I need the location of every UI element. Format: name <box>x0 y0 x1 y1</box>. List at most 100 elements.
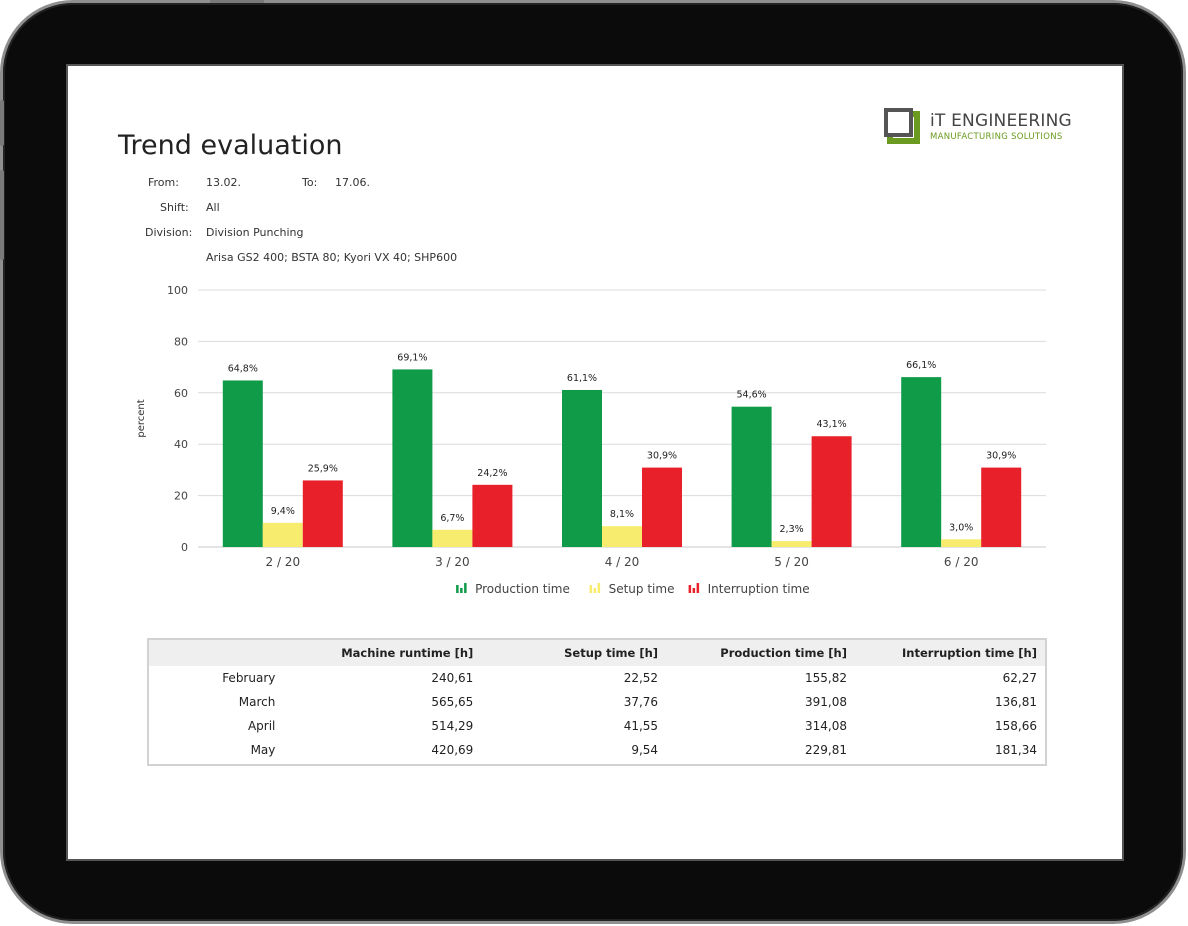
bar <box>901 377 942 547</box>
from-label: From: <box>148 176 179 189</box>
legend-swatch <box>593 588 597 593</box>
logo-mark-icon <box>884 108 920 144</box>
data-label: 69,1% <box>397 352 427 363</box>
bar <box>602 526 642 547</box>
table-body: February 240,61 22,52 155,82 62,27 March 565,6… <box>149 666 1045 762</box>
to-value: 17.06. <box>335 176 370 189</box>
company-logo: iT ENGINEERING MANUFACTURING SOLUTIONS <box>884 108 1084 148</box>
division-label: Division: <box>145 226 193 239</box>
table-cell: 314,08 <box>804 719 847 733</box>
y-tick-label: 40 <box>174 438 188 451</box>
table-cell: 181,34 <box>995 743 1037 757</box>
data-label: 54,6% <box>737 390 767 401</box>
table-cell: 155,82 <box>804 671 847 685</box>
tablet-side-button <box>0 100 4 146</box>
table-cell: 136,81 <box>995 695 1037 709</box>
table-cell: 420,69 <box>431 743 474 757</box>
legend-swatch <box>456 585 459 593</box>
row-month: May <box>250 743 276 757</box>
data-label: 3,0% <box>949 522 973 533</box>
legend-swatch <box>589 585 593 593</box>
bar <box>642 467 682 547</box>
legend-swatch <box>464 583 467 593</box>
bar <box>941 539 982 547</box>
table-cell: 391,08 <box>804 695 847 709</box>
to-label: To: <box>302 176 318 189</box>
logo-main-text: iT ENGINEERING <box>930 111 1072 131</box>
column-header: Machine runtime [h] <box>341 646 474 660</box>
table-row: May 420,69 9,54 229,81 181,34 <box>149 738 1045 762</box>
division-value: Division Punching <box>206 226 304 239</box>
bar <box>811 436 852 547</box>
x-tick-label: 3 / 20 <box>435 555 470 569</box>
data-label: 64,8% <box>228 363 258 374</box>
from-value: 13.02. <box>206 176 241 189</box>
bar <box>981 467 1022 547</box>
column-header: Setup time [h] <box>564 646 659 660</box>
report-screen: iT ENGINEERING MANUFACTURING SOLUTIONS T… <box>66 64 1124 861</box>
bar <box>222 380 263 547</box>
shift-label: Shift: <box>160 201 189 214</box>
legend-swatch <box>688 585 692 593</box>
table-row: April 514,29 41,55 314,08 158,66 <box>149 714 1045 738</box>
tablet-top-button <box>210 0 264 3</box>
table-cell: 229,81 <box>804 743 847 757</box>
x-tick-label: 6 / 20 <box>944 555 979 569</box>
tablet-volume-button <box>0 170 4 260</box>
data-label: 6,7% <box>440 513 464 524</box>
data-label: 9,4% <box>271 506 295 517</box>
data-label: 8,1% <box>610 509 634 520</box>
data-label: 30,9% <box>647 451 677 462</box>
runtime-table: Machine runtime [h] Setup time [h] Product… <box>147 638 1047 766</box>
table-row: March 565,65 37,76 391,08 136,81 <box>149 690 1045 714</box>
legend-swatch <box>460 588 463 593</box>
row-month: April <box>247 719 276 733</box>
table-cell: 565,65 <box>431 695 474 709</box>
data-label: 66,1% <box>906 360 936 371</box>
table-cell: 9,54 <box>631 743 659 757</box>
data-label: 2,3% <box>780 524 804 535</box>
column-header: Interruption time [h] <box>902 646 1037 660</box>
bar <box>562 389 602 547</box>
shift-value: All <box>206 201 220 214</box>
bar <box>472 484 513 547</box>
logo-sub-text: MANUFACTURING SOLUTIONS <box>930 132 1063 142</box>
bar <box>392 369 433 547</box>
legend-entry: Interruption time <box>708 582 810 596</box>
data-label: 30,9% <box>986 451 1016 462</box>
y-tick-label: 20 <box>174 490 188 503</box>
bar <box>731 406 772 547</box>
column-header: Production time [h] <box>720 646 847 660</box>
x-tick-label: 2 / 20 <box>266 555 301 569</box>
y-tick-label: 80 <box>174 335 188 348</box>
page-title: Trend evaluation <box>118 130 343 161</box>
table-cell: 514,29 <box>431 719 474 733</box>
legend-swatch <box>696 583 700 593</box>
trend-bar-chart: 0 20 40 60 80 100 percent 64,8% 9,4% 25,9% 2 / 20 6… <box>136 284 1046 596</box>
table-row: February 240,61 22,52 155,82 62,27 <box>149 666 1045 690</box>
table-cell: 158,66 <box>995 719 1037 733</box>
table-cell: 41,55 <box>623 719 659 733</box>
y-axis-label: percent <box>136 399 147 437</box>
row-month: February <box>222 671 276 685</box>
machines-list: Arisa GS2 400; BSTA 80; Kyori VX 40; SHP… <box>206 251 458 264</box>
row-month: March <box>238 695 276 709</box>
bar <box>432 529 473 547</box>
legend-entry: Setup time <box>609 582 675 596</box>
legend-swatch <box>597 583 601 593</box>
table-header-row: Machine runtime [h] Setup time [h] Product… <box>149 640 1045 666</box>
bar <box>771 541 812 547</box>
y-tick-label: 0 <box>181 541 188 554</box>
y-tick-label: 60 <box>174 387 188 400</box>
table-cell: 240,61 <box>431 671 474 685</box>
legend-entry: Production time <box>475 582 570 596</box>
data-label: 43,1% <box>817 419 847 430</box>
table-cell: 37,76 <box>623 695 659 709</box>
data-label: 24,2% <box>477 468 507 479</box>
table-cell: 22,52 <box>623 671 659 685</box>
data-label: 61,1% <box>567 373 597 384</box>
y-tick-label: 100 <box>167 284 188 297</box>
table-cell: 62,27 <box>1002 671 1037 685</box>
x-tick-label: 5 / 20 <box>774 555 809 569</box>
column-header <box>149 640 275 666</box>
